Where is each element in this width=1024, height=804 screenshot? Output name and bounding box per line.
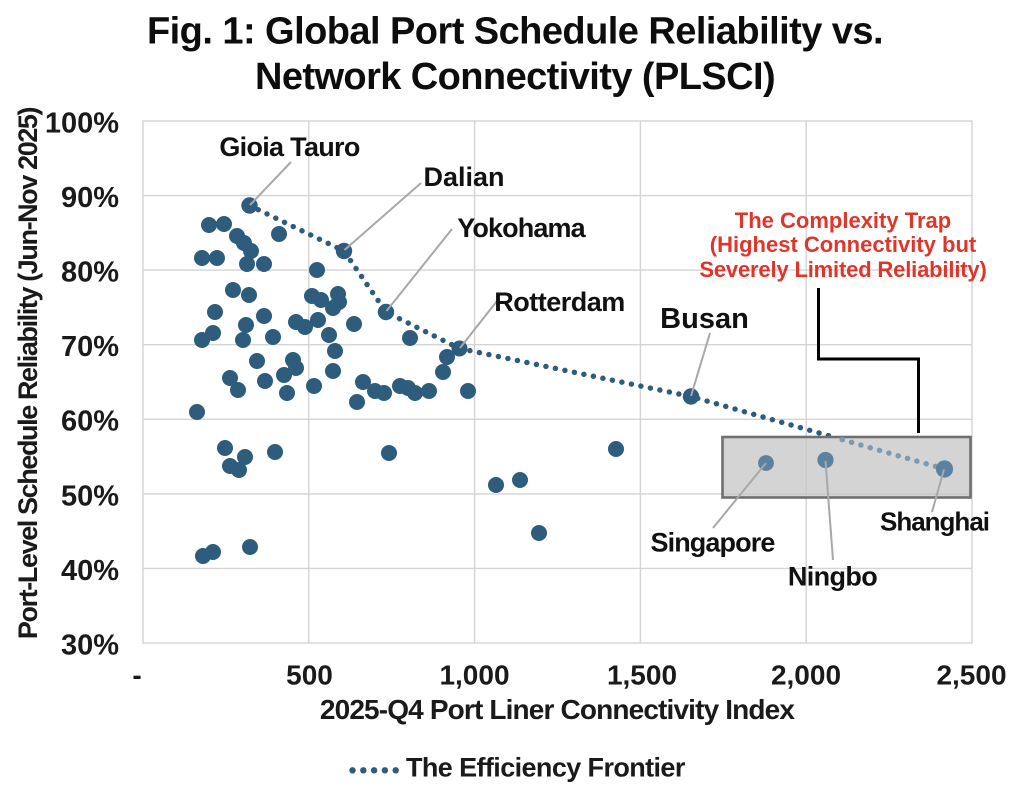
svg-text:Port-Level Schedule Reliabilit: Port-Level Schedule Reliability (Jun-Nov… (13, 107, 43, 639)
svg-text:60%: 60% (61, 406, 119, 438)
svg-text:Fig. 1: Global Port Schedule R: Fig. 1: Global Port Schedule Reliability… (147, 11, 883, 53)
svg-text:2025-Q4 Port Liner Connectivit: 2025-Q4 Port Liner Connectivity Index (320, 694, 796, 725)
svg-text:Shanghai: Shanghai (880, 507, 989, 537)
svg-text:Busan: Busan (660, 303, 749, 335)
svg-text:40%: 40% (61, 555, 119, 587)
svg-text:Gioia Tauro: Gioia Tauro (219, 132, 360, 162)
svg-text:70%: 70% (61, 331, 119, 363)
svg-text:Yokohama: Yokohama (457, 213, 586, 243)
svg-text:Network Connectivity (PLSCI): Network Connectivity (PLSCI) (255, 56, 775, 98)
svg-text:2,000: 2,000 (771, 660, 841, 691)
svg-text:500: 500 (286, 660, 333, 691)
svg-text:1,500: 1,500 (607, 660, 677, 691)
svg-text:30%: 30% (61, 629, 119, 661)
svg-text:90%: 90% (61, 182, 119, 214)
svg-text:2,500: 2,500 (936, 660, 1006, 691)
svg-text:Severely Limited Reliability): Severely Limited Reliability) (699, 257, 986, 282)
svg-text:80%: 80% (61, 257, 119, 289)
svg-text:100%: 100% (45, 107, 119, 139)
svg-text:1,000: 1,000 (439, 660, 509, 691)
svg-text:Dalian: Dalian (423, 162, 504, 192)
svg-text:(Highest Connectivity but: (Highest Connectivity but (710, 232, 977, 257)
svg-text:Singapore: Singapore (650, 528, 775, 558)
svg-text:50%: 50% (61, 480, 119, 512)
svg-text:Ningbo: Ningbo (788, 562, 877, 592)
svg-text:The Complexity Trap: The Complexity Trap (735, 208, 951, 233)
svg-text:Rotterdam: Rotterdam (494, 287, 625, 317)
svg-text:-: - (132, 660, 141, 691)
svg-text:The Efficiency Frontier: The Efficiency Frontier (406, 753, 686, 783)
